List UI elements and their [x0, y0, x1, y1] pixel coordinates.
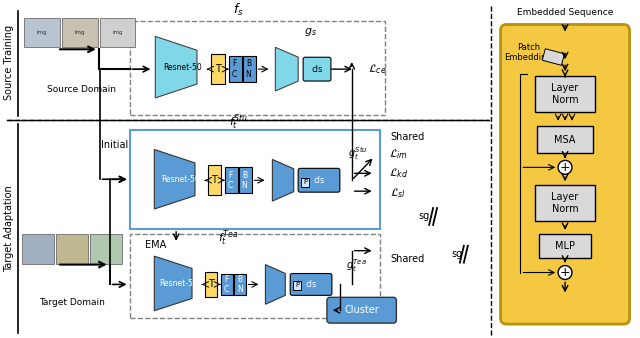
Bar: [129, 21, 385, 115]
FancyBboxPatch shape: [303, 57, 331, 81]
Text: Cluster: Cluster: [344, 305, 379, 315]
Polygon shape: [154, 256, 192, 311]
Text: $f_s$: $f_s$: [233, 2, 244, 18]
Text: B
N: B N: [242, 171, 248, 190]
Bar: [205, 271, 217, 297]
Text: MSA: MSA: [554, 135, 576, 145]
Bar: [239, 167, 252, 193]
Polygon shape: [266, 265, 285, 304]
Text: img: img: [113, 30, 123, 35]
Text: B
N: B N: [246, 59, 252, 79]
Text: $g_t^{Stu}$: $g_t^{Stu}$: [348, 145, 367, 162]
Bar: [24, 18, 60, 47]
Text: T: T: [215, 64, 221, 74]
Bar: [293, 282, 301, 290]
Text: Initial: Initial: [101, 140, 128, 149]
Bar: [537, 126, 593, 153]
Text: sg: sg: [419, 211, 430, 221]
Circle shape: [558, 266, 572, 280]
Text: $\mathcal{L}_{im}$: $\mathcal{L}_{im}$: [389, 148, 408, 161]
Text: Layer
Norm: Layer Norm: [552, 192, 579, 214]
Bar: [129, 234, 380, 318]
Text: $g_s$: $g_s$: [303, 26, 317, 39]
Text: B
N: B N: [237, 275, 243, 294]
FancyBboxPatch shape: [290, 273, 332, 295]
Text: MLP: MLP: [555, 241, 575, 251]
Text: $g_t^{Tea}$: $g_t^{Tea}$: [346, 257, 367, 274]
Bar: [540, 234, 591, 258]
Bar: [221, 273, 233, 295]
Text: T: T: [211, 175, 217, 185]
Bar: [243, 56, 255, 82]
Text: img: img: [75, 30, 85, 35]
Text: P: P: [295, 283, 300, 288]
Text: P: P: [303, 179, 307, 185]
Bar: [225, 167, 237, 193]
Bar: [542, 49, 564, 65]
Text: Resnet-50: Resnet-50: [164, 63, 202, 72]
Text: Target Adaptation: Target Adaptation: [4, 186, 15, 272]
Text: T: T: [208, 280, 214, 289]
Bar: [56, 234, 88, 264]
Text: $\mathcal{L}_{kd}$: $\mathcal{L}_{kd}$: [388, 166, 408, 180]
Text: Patch
Embedding: Patch Embedding: [504, 43, 552, 62]
Text: Shared: Shared: [390, 254, 424, 264]
Text: F
C: F C: [224, 275, 229, 294]
Text: Shared: Shared: [390, 131, 424, 142]
Text: Target Domain: Target Domain: [39, 298, 105, 307]
Text: Source Domain: Source Domain: [47, 86, 116, 94]
Polygon shape: [275, 47, 298, 91]
Text: $f_t^{Tea}$: $f_t^{Tea}$: [218, 228, 239, 248]
Polygon shape: [154, 149, 195, 209]
Text: EMA: EMA: [145, 240, 166, 250]
Text: +: +: [560, 266, 570, 279]
Text: Layer
Norm: Layer Norm: [552, 83, 579, 105]
FancyBboxPatch shape: [500, 24, 630, 324]
Polygon shape: [273, 160, 294, 201]
Polygon shape: [156, 37, 197, 98]
Bar: [90, 234, 122, 264]
Text: $f_t^{Stu}$: $f_t^{Stu}$: [229, 112, 248, 131]
Text: $\mathcal{L}_{ce}$: $\mathcal{L}_{ce}$: [368, 62, 387, 76]
Text: Source Training: Source Training: [4, 25, 15, 100]
Text: +: +: [560, 161, 570, 174]
Bar: [208, 165, 221, 195]
Text: F
C: F C: [232, 59, 237, 79]
Text: Resnet-50: Resnet-50: [162, 175, 200, 184]
Bar: [22, 234, 54, 264]
FancyBboxPatch shape: [327, 297, 396, 323]
Circle shape: [558, 161, 572, 174]
FancyBboxPatch shape: [298, 168, 340, 192]
Text: Embedded Sequence: Embedded Sequence: [517, 8, 613, 17]
Text: Resnet-50: Resnet-50: [160, 279, 198, 288]
Text: img: img: [37, 30, 47, 35]
Text: F
C: F C: [228, 171, 234, 190]
Bar: [100, 18, 136, 47]
Text: cls: cls: [305, 280, 317, 289]
Bar: [535, 76, 595, 112]
Bar: [234, 273, 246, 295]
Bar: [62, 18, 98, 47]
Text: $\mathcal{L}_{sl}$: $\mathcal{L}_{sl}$: [390, 186, 406, 200]
Text: cls: cls: [314, 176, 324, 185]
Bar: [228, 56, 242, 82]
Bar: [129, 130, 380, 229]
Bar: [301, 178, 309, 187]
Text: sg: sg: [451, 249, 463, 259]
Bar: [211, 54, 225, 84]
Bar: [535, 185, 595, 221]
Text: cls: cls: [311, 65, 323, 74]
